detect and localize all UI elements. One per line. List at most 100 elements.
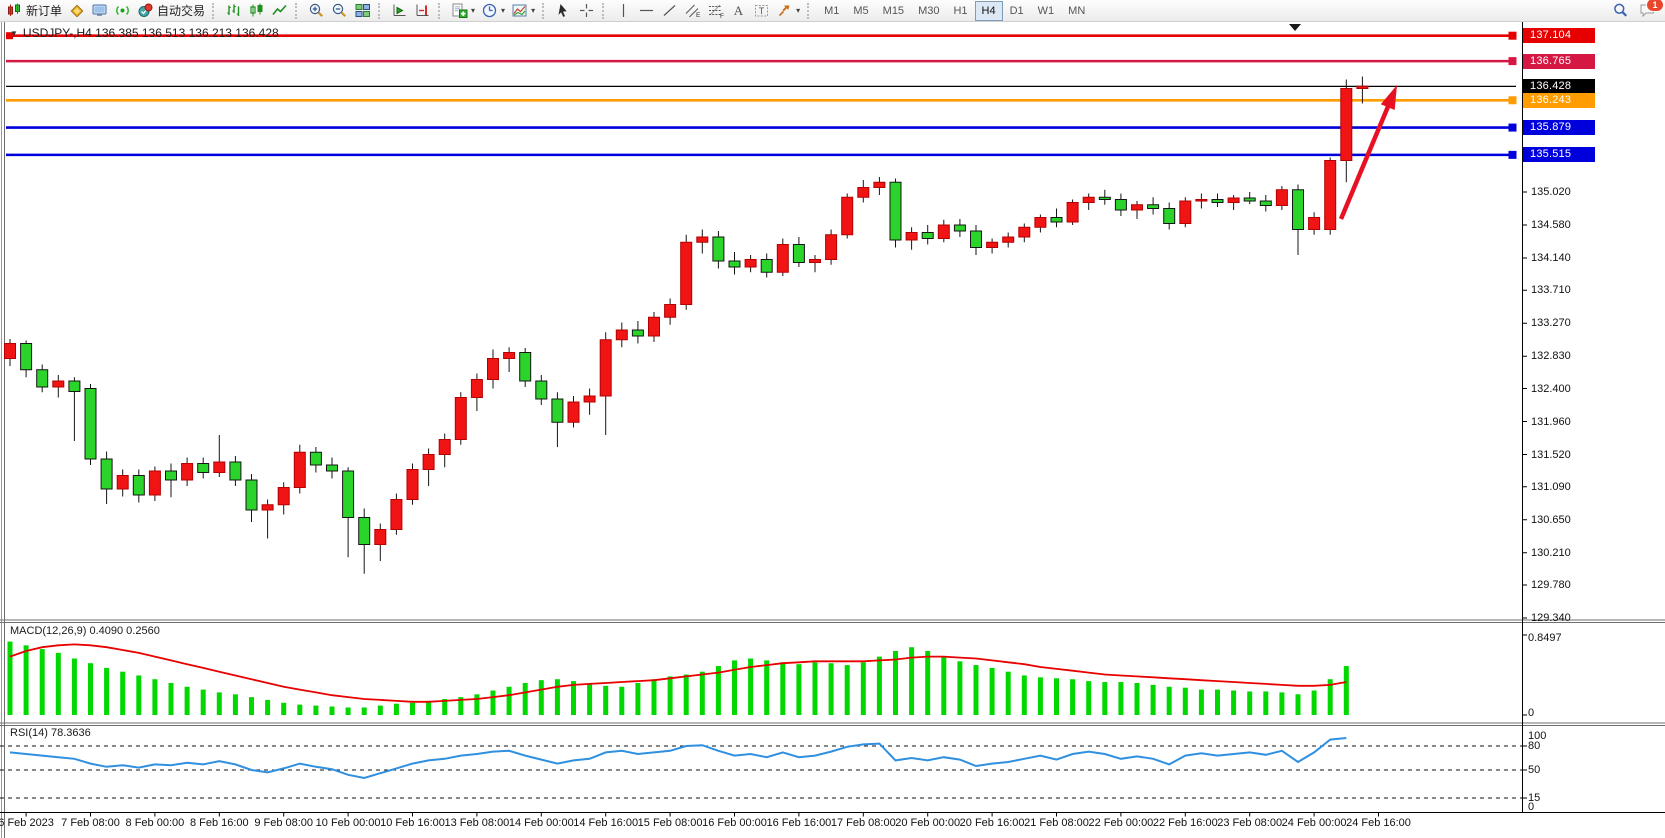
step-fwd-icon [391, 2, 408, 19]
price-axis-tick: 129.780 [1531, 579, 1571, 591]
line-chart-button[interactable] [268, 1, 291, 21]
clock-icon [481, 2, 498, 19]
toolbar-separator [378, 2, 384, 19]
search-icon [1612, 2, 1629, 19]
zoom-in-icon [308, 2, 325, 19]
crosshair-button[interactable] [575, 1, 598, 21]
timeframe-m15-button[interactable]: M15 [882, 4, 905, 17]
text-label-button[interactable]: T [750, 1, 773, 21]
time-axis-label: 20 Feb 00:00 [895, 817, 961, 829]
price-axis-tick: 130.210 [1531, 546, 1571, 559]
price-axis-tick: 133.270 [1531, 317, 1571, 330]
time-axis-label: 20 Feb 16:00 [959, 817, 1025, 829]
timeframe-m5-button[interactable]: M5 [853, 4, 869, 17]
fibo-icon: F [707, 2, 724, 19]
price-axis-tick: 132.830 [1531, 350, 1571, 363]
price-axis-tick: 134.580 [1531, 219, 1571, 231]
zoom-in-button[interactable] [305, 1, 328, 21]
rsi-line [9, 737, 1347, 780]
toolbar: 新订单 自动交易 ▾ ▾ ▾ E F A T ▾ M1 M5 M15 M30 H1 H4 D1 W1 MN 1 [0, 0, 1665, 22]
time-axis-label: 8 Feb 00:00 [125, 817, 185, 829]
toolbar-separator [438, 2, 444, 19]
chevron-down-icon[interactable]: ▾ [471, 5, 476, 15]
text-button[interactable]: A [727, 1, 750, 21]
zoom-out-button[interactable] [328, 1, 351, 21]
bars-icon [225, 2, 242, 19]
equidistant-channel-button[interactable]: E [681, 1, 704, 21]
svg-text:E: E [696, 12, 701, 19]
rsi-panel [0, 737, 1527, 799]
trendline-button[interactable] [658, 1, 681, 21]
template-icon [511, 2, 528, 19]
timeframe-d1-button[interactable]: D1 [1009, 4, 1024, 17]
history-center-button[interactable] [65, 1, 88, 21]
macd-indicator-label: MACD(12,26,9) 0.4090 0.2560 [10, 625, 160, 637]
symbol-search-button[interactable] [1609, 1, 1632, 21]
svg-text:F: F [720, 13, 724, 19]
chat-button[interactable]: 1 [1636, 0, 1664, 21]
rsi-axis-tick: 15 [1528, 792, 1541, 804]
timeframe-m30-button[interactable]: M30 [918, 4, 940, 17]
time-axis-label: 17 Feb 08:00 [830, 817, 896, 829]
chevron-down-icon[interactable]: ▾ [531, 5, 536, 15]
periods-button[interactable]: ▾ [478, 1, 508, 21]
price-line-badge: 135.515 [1523, 147, 1595, 163]
vertical-line-button[interactable] [612, 1, 635, 21]
rsi-axis-tick: 50 [1528, 764, 1541, 776]
indicators-button[interactable]: ▾ [448, 1, 478, 21]
time-axis-label: 22 Feb 16:00 [1152, 817, 1218, 829]
templates-button[interactable]: ▾ [508, 1, 538, 21]
time-axis-label: 13 Feb 08:00 [444, 817, 510, 829]
current-price-badge: 136.428 [1523, 78, 1595, 94]
timeframe-mn-button[interactable]: MN [1068, 4, 1086, 17]
collapse-triangle-icon[interactable]: ▼ [10, 28, 18, 38]
candlesticks [4, 76, 1369, 574]
toolbar-separator [212, 2, 218, 19]
autotrading-button-label: 自动交易 [157, 4, 206, 18]
autotrading-button[interactable]: 自动交易 [134, 1, 208, 21]
new-order-button[interactable]: 新订单 [3, 1, 65, 21]
price-axis-tick: 135.020 [1531, 186, 1571, 198]
chart-shift-marker[interactable] [1289, 24, 1301, 31]
price-axis-tick: 133.710 [1531, 284, 1571, 297]
price-axis-tick: 131.520 [1531, 448, 1571, 461]
tile-windows-button[interactable] [351, 1, 374, 21]
cursor-button[interactable] [552, 1, 575, 21]
auto-scroll-button[interactable] [388, 1, 411, 21]
autotrade-icon [137, 2, 154, 19]
price-axis-tick: 134.140 [1531, 252, 1571, 264]
new-order-button-label: 新订单 [26, 4, 63, 18]
channel-icon: E [684, 2, 701, 19]
trend-arrow-annotation[interactable] [1338, 85, 1397, 220]
chevron-down-icon[interactable]: ▾ [501, 5, 506, 15]
candlestick-chart-button[interactable] [245, 1, 268, 21]
macd-panel [7, 634, 1527, 716]
time-axis-label: 7 Feb 08:00 [61, 817, 120, 829]
chart-shift-button[interactable] [411, 1, 434, 21]
timeframe-h1-button[interactable]: H1 [953, 4, 968, 17]
chevron-down-icon[interactable]: ▾ [796, 5, 801, 15]
toolbar-separator [542, 2, 548, 19]
svg-text:T: T [759, 6, 765, 16]
bar-chart-button[interactable] [222, 1, 245, 21]
new-order-icon [6, 2, 23, 19]
timeframe-h4-button[interactable]: H4 [974, 0, 1003, 21]
time-axis-label: 24 Feb 16:00 [1346, 817, 1411, 829]
time-axis-label: 15 Feb 08:00 [637, 817, 703, 829]
fibonacci-button[interactable]: F [704, 1, 727, 21]
horizontal-price-lines[interactable] [6, 31, 1517, 159]
time-axis-label: 9 Feb 08:00 [254, 817, 314, 829]
zoom-out-icon [331, 2, 348, 19]
macd-signal-line [9, 643, 1347, 703]
horizontal-line-button[interactable] [635, 1, 658, 21]
market-watch-button[interactable] [88, 1, 111, 21]
signals-button[interactable] [111, 1, 134, 21]
timeframe-w1-button[interactable]: W1 [1037, 4, 1055, 17]
price-axis-tick: 130.650 [1531, 513, 1571, 526]
timeframe-m1-button[interactable]: M1 [824, 4, 840, 17]
hline-icon [638, 2, 655, 19]
rsi-axis-tick: 100 [1528, 730, 1547, 742]
arrows-button[interactable]: ▾ [773, 1, 803, 21]
monitor-icon [91, 2, 108, 19]
